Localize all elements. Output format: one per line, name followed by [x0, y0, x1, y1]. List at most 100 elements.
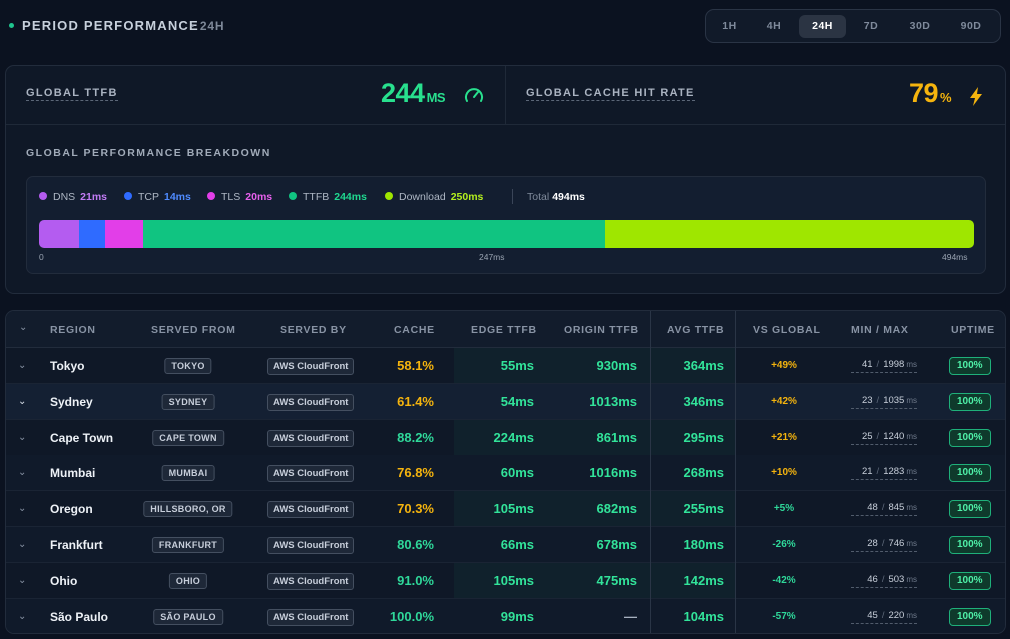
status-dot — [9, 23, 14, 28]
edge-ttfb-value: 66ms — [500, 537, 534, 552]
lightning-icon — [965, 85, 987, 107]
region-name: Mumbai — [50, 466, 96, 481]
column-header-served-from[interactable]: SERVED FROM — [151, 324, 236, 336]
column-separator — [735, 311, 736, 633]
avg-ttfb-value: 295ms — [683, 429, 724, 445]
edge-ttfb-value: 105ms — [493, 501, 534, 517]
chevron-down-icon[interactable]: ⌄ — [18, 395, 27, 407]
min-max-value: 21/1283 ms — [851, 466, 917, 481]
bar-segment-tcp[interactable] — [79, 220, 105, 248]
region-name: Frankfurt — [50, 538, 103, 552]
served-from-badge: FRANKFURT — [151, 537, 225, 553]
chevron-down-icon[interactable]: ⌄ — [18, 360, 27, 371]
vs-global-value: +49% — [771, 360, 797, 371]
min-max-value: 25/1240 ms — [851, 431, 917, 445]
cache-hit-value: 80.6% — [397, 537, 434, 552]
range-1h-button[interactable]: 1H — [722, 20, 737, 32]
legend-item-ttfb: TTFB 244ms — [289, 191, 367, 203]
column-header-served-by[interactable]: SERVED BY — [280, 324, 347, 336]
bar-segment-tls[interactable] — [105, 220, 143, 248]
range-7d-button[interactable]: 7D — [863, 20, 879, 32]
avg-ttfb-value: 255ms — [683, 501, 724, 517]
legend-total: Total 494ms — [527, 191, 585, 203]
cache-hit-value: 70.3% — [397, 501, 434, 517]
range-90d-button[interactable]: 90D — [960, 20, 982, 32]
bar-segment-dns[interactable] — [39, 220, 79, 248]
table-row[interactable]: ⌄ Cape Town CAPE TOWN AWS CloudFront 88.2% 22… — [6, 420, 1005, 456]
column-header-region[interactable]: REGION — [50, 324, 96, 336]
avg-ttfb-value: 104ms — [683, 608, 724, 624]
served-by-badge: AWS CloudFront — [267, 429, 355, 447]
cache-hit-value: 100.0% — [389, 608, 434, 624]
edge-ttfb-value: 60ms — [500, 465, 534, 481]
table-row[interactable]: ⌄ Ohio OHIO AWS CloudFront 91.0% 105ms 475ms 14… — [6, 563, 1005, 599]
region-performance-table: ⌄ REGION SERVED FROM SERVED BY CACHE EDG… — [5, 310, 1006, 634]
chevron-down-icon[interactable]: ⌄ — [18, 574, 27, 586]
origin-ttfb-value: 1016ms — [589, 465, 637, 481]
chevron-down-icon[interactable]: ⌄ — [19, 322, 28, 333]
legend-dot — [124, 192, 132, 200]
column-header-vs-global[interactable]: VS GLOBAL — [753, 324, 821, 336]
column-separator — [650, 311, 651, 633]
chevron-down-icon[interactable]: ⌄ — [18, 610, 27, 622]
region-name: São Paulo — [50, 609, 109, 624]
served-from-badge: MUMBAI — [161, 465, 215, 482]
global-ttfb-value: 244 ms — [381, 78, 446, 108]
chevron-down-icon[interactable]: ⌄ — [18, 431, 27, 443]
table-row[interactable]: ⌄ Frankfurt FRANKFURT AWS CloudFront 80.6% 66… — [6, 527, 1005, 563]
edge-ttfb-value: 99ms — [500, 608, 534, 624]
min-max-value: 45/220 ms — [851, 610, 917, 624]
global-cache-hit-label: GLOBAL CACHE HIT RATE — [526, 87, 695, 101]
global-ttfb-label: GLOBAL TTFB — [26, 87, 118, 101]
column-header-edge-ttfb[interactable]: EDGE TTFB — [471, 324, 537, 336]
legend-dot — [289, 192, 297, 200]
range-30d-button[interactable]: 30D — [909, 20, 931, 32]
uptime-badge: 100% — [949, 536, 991, 554]
served-by-badge: AWS CloudFront — [267, 465, 355, 483]
served-from-badge: TOKYO — [164, 358, 212, 374]
min-max-value: 46/503 ms — [851, 574, 917, 588]
edge-ttfb-value: 54ms — [500, 393, 534, 409]
min-max-value: 23/1035 ms — [851, 395, 917, 409]
avg-ttfb-value: 364ms — [683, 358, 724, 373]
table-row[interactable]: ⌄ Mumbai MUMBAI AWS CloudFront 76.8% 60ms 1016… — [6, 455, 1005, 492]
global-cache-hit-value: 79% — [909, 78, 952, 108]
cache-hit-value: 61.4% — [397, 393, 434, 409]
column-header-origin-ttfb[interactable]: ORIGIN TTFB — [564, 324, 639, 336]
table-row[interactable]: ⌄ Sydney SYDNEY AWS CloudFront 61.4% 54ms 1013… — [6, 383, 1005, 420]
column-header-min-max[interactable]: MIN / MAX — [851, 324, 909, 336]
chevron-down-icon[interactable]: ⌄ — [18, 503, 27, 515]
uptime-badge: 100% — [949, 392, 991, 411]
legend-item-tls: TLS 20ms — [207, 191, 272, 203]
cache-hit-value: 91.0% — [397, 572, 434, 588]
served-by-badge: AWS CloudFront — [267, 608, 355, 626]
axis-label-start: 0 — [39, 252, 44, 262]
cache-hit-value: 88.2% — [397, 429, 434, 445]
served-from-badge: SÃO PAULO — [153, 608, 223, 625]
legend-separator — [512, 189, 513, 204]
origin-ttfb-value: 1013ms — [589, 393, 637, 409]
served-by-badge: AWS CloudFront — [267, 501, 355, 519]
bar-segment-ttfb[interactable] — [143, 220, 605, 248]
table-row[interactable]: ⌄ Oregon HILLSBORO, OR AWS CloudFront 70.3% 1… — [6, 491, 1005, 528]
avg-ttfb-value: 142ms — [683, 572, 724, 588]
min-max-value: 41/1998 ms — [851, 359, 917, 373]
table-row[interactable]: ⌄ São Paulo SÃO PAULO AWS CloudFront 100.0% 9… — [6, 598, 1005, 633]
range-4h-button[interactable]: 4H — [766, 20, 782, 32]
chevron-down-icon[interactable]: ⌄ — [18, 539, 27, 550]
table-row[interactable]: ⌄ Tokyo TOKYO AWS CloudFront 58.1% 55ms 930ms 3… — [6, 348, 1005, 384]
range-24h-button[interactable]: 24H — [799, 15, 846, 38]
origin-ttfb-value: 678ms — [596, 537, 637, 552]
vs-global-value: +10% — [771, 467, 797, 479]
bar-segment-download[interactable] — [605, 220, 974, 248]
column-header-avg-ttfb[interactable]: AVG TTFB — [667, 324, 725, 336]
vs-global-value: +5% — [773, 503, 795, 515]
column-header-cache[interactable]: CACHE — [394, 324, 435, 336]
legend-item-download: Download 250ms — [385, 191, 483, 203]
breakdown-title: GLOBAL PERFORMANCE BREAKDOWN — [26, 147, 271, 159]
page-title: PERIOD PERFORMANCE — [22, 18, 199, 33]
origin-ttfb-value: 682ms — [596, 501, 637, 517]
column-header-uptime[interactable]: UPTIME — [951, 324, 995, 336]
uptime-badge: 100% — [949, 500, 991, 519]
chevron-down-icon[interactable]: ⌄ — [18, 467, 27, 479]
